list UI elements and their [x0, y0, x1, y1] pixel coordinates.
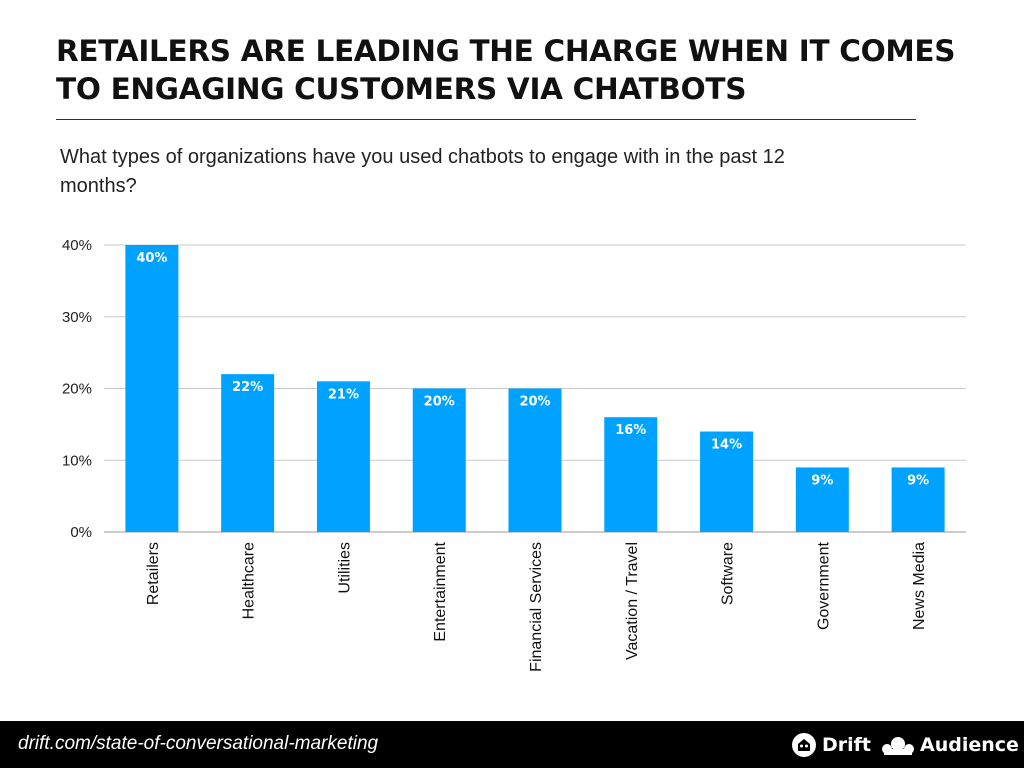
drift-brand-label: Drift: [822, 734, 872, 756]
audience-brand: Audience: [880, 731, 1019, 759]
category-label: Entertainment: [432, 541, 449, 641]
bar: [412, 388, 466, 532]
drift-logo-icon: [792, 733, 816, 757]
data-label: 9%: [811, 473, 833, 488]
bar: [891, 467, 945, 532]
y-tick-label: 40%: [62, 237, 92, 254]
data-label: 16%: [615, 423, 646, 438]
title-divider: [56, 119, 916, 120]
bar: [700, 431, 754, 532]
footer-bar: drift.com/state-of-conversational-market…: [0, 721, 1024, 768]
audience-logo-icon: [882, 737, 914, 755]
data-label: 14%: [711, 438, 742, 453]
footer-url-link[interactable]: drift.com/state-of-conversational-market…: [18, 733, 379, 754]
data-label: 9%: [907, 473, 929, 488]
category-label: Vacation / Travel: [624, 542, 641, 660]
data-label: 22%: [232, 380, 263, 395]
bar-chart: 0% 10% 20% 30% 40% 40% Retailers 22% Healthcare 2…: [62, 237, 966, 672]
data-label: 20%: [424, 395, 455, 410]
y-tick-label: 0%: [70, 524, 92, 541]
y-tick-label: 30%: [62, 309, 92, 326]
category-label: News Media: [911, 542, 928, 630]
category-label: Software: [720, 542, 737, 605]
category-label: Retailers: [145, 542, 162, 605]
bar: [604, 417, 658, 532]
category-label: Utilities: [336, 542, 353, 594]
category-label: Government: [815, 541, 832, 630]
category-label: Financial Services: [528, 542, 545, 672]
bar: [125, 245, 179, 532]
bar: [795, 467, 849, 532]
data-label: 40%: [136, 251, 167, 266]
y-tick-label: 10%: [62, 452, 92, 469]
bar: [221, 374, 275, 532]
category-label: Healthcare: [241, 542, 258, 619]
drift-brand: Drift: [790, 731, 871, 759]
chart-subtitle: What types of organizations have you use…: [60, 146, 785, 197]
chart-title: RETAILERS ARE LEADING THE CHARGE WHEN IT…: [56, 34, 956, 106]
audience-brand-label: Audience: [920, 734, 1019, 756]
bar: [316, 381, 370, 532]
data-label: 20%: [519, 395, 550, 410]
y-tick-label: 20%: [62, 381, 92, 398]
bar: [508, 388, 562, 532]
data-label: 21%: [328, 387, 359, 402]
